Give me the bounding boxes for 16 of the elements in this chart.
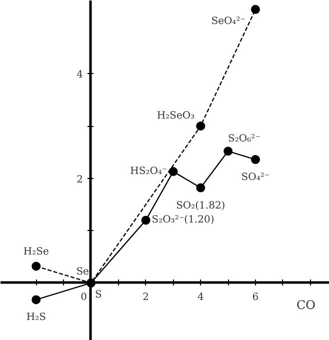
- annotation: H₂S: [26, 312, 46, 324]
- annotation: SeO₄²⁻: [211, 16, 246, 27]
- annotation: S₂O₆²⁻: [228, 134, 260, 145]
- x-axis-title: CO: [296, 298, 316, 312]
- annotation: SO₂(1.82): [176, 200, 226, 212]
- annotation: Se: [76, 266, 90, 278]
- annotation: H₂SeO₃: [156, 110, 195, 122]
- x-tick-label: 4: [197, 292, 204, 303]
- annotation: S: [94, 289, 102, 300]
- annotation: H₂Se: [23, 246, 49, 258]
- annotation: SO₄²⁻: [241, 172, 270, 184]
- annotation: HS₂O₄⁻: [130, 166, 168, 178]
- x-tick-label: 2: [142, 292, 149, 303]
- x-tick-label: 0: [80, 292, 87, 303]
- annotation: S₂O₃²⁻(1.20): [152, 214, 214, 226]
- x-tick-label: 6: [252, 292, 259, 303]
